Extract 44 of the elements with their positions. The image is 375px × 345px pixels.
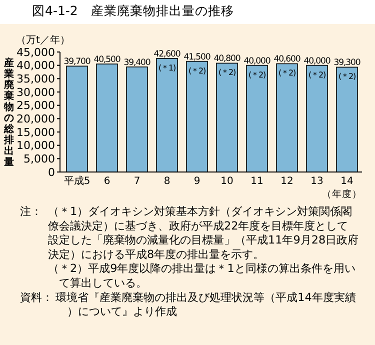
chart-title: 図4-1-2 産業廃棄物排出量の推移: [32, 3, 234, 18]
y-tick-label: 10,000: [16, 139, 55, 152]
data-label: 39,300: [334, 58, 360, 68]
annotation: (＊2): [308, 70, 326, 80]
y-tick-label: 25,000: [16, 99, 55, 112]
data-label: 41,500: [184, 52, 210, 62]
y-tick-label: 40,000: [16, 59, 55, 72]
data-label: 42,600: [154, 49, 180, 60]
y-tick-label: 0: [48, 166, 55, 179]
chart-subtitle: （万t／年）: [16, 34, 70, 46]
text: （＊2）平成9年度以降の排出量は＊1と同様の算出条件を用いて算出している。: [48, 262, 356, 290]
x-axis-title: （年度）: [322, 188, 362, 200]
y-tick-label: 35,000: [16, 72, 55, 86]
x-tick-label: 11: [250, 176, 264, 187]
annotation: (＊1): [158, 63, 176, 72]
data-label: 40,500: [94, 55, 120, 65]
annotation: (＊2): [278, 68, 296, 78]
y-tick-label: 15,000: [16, 126, 55, 139]
x-tick-label: 9: [194, 176, 200, 187]
text: 産業廃棄物の総排出量: [4, 58, 14, 168]
data-label: 39,700: [64, 57, 90, 68]
y-tick-label: 45,000: [16, 46, 55, 59]
data-label: 40,000: [244, 56, 270, 66]
x-tick-label: 12: [280, 176, 294, 187]
x-tick-label: 10: [220, 176, 234, 187]
data-label: 40,000: [304, 56, 330, 66]
y-tick-label: 20,000: [16, 112, 55, 126]
text: 資料：環境省『産業廃棄物の排出及び処理状況等（平成14年度実績）について』より作成: [20, 290, 356, 318]
y-tick-label: 30,000: [16, 86, 55, 99]
x-tick-label: 6: [104, 176, 110, 187]
x-tick-label: 8: [164, 176, 170, 187]
x-tick-label: 7: [134, 176, 140, 187]
y-tick-label: 5,000: [24, 152, 55, 166]
data-label: 40,800: [214, 54, 240, 64]
text: 注：（＊1）ダイオキシン対策基本方針（ダイオキシン対策関係閣僚会議決定）に基づき、政府が平成22年度を目標年度として設定した「廃棄物の減量化の目標量」（平成11年9月28日政府決定）における平成8年度の排出量を示す。: [20, 205, 359, 261]
annotation: (＊2): [248, 70, 266, 80]
data-label: 39,400: [124, 58, 150, 68]
x-tick-label: 13: [310, 176, 324, 187]
annotation: (＊2): [188, 66, 206, 76]
annotation: (＊2): [218, 68, 236, 78]
x-tick-label: 平成5: [64, 175, 90, 187]
data-label: 40,600: [274, 54, 300, 65]
annotation: (＊2): [338, 72, 356, 82]
x-tick-label: 14: [340, 176, 354, 187]
